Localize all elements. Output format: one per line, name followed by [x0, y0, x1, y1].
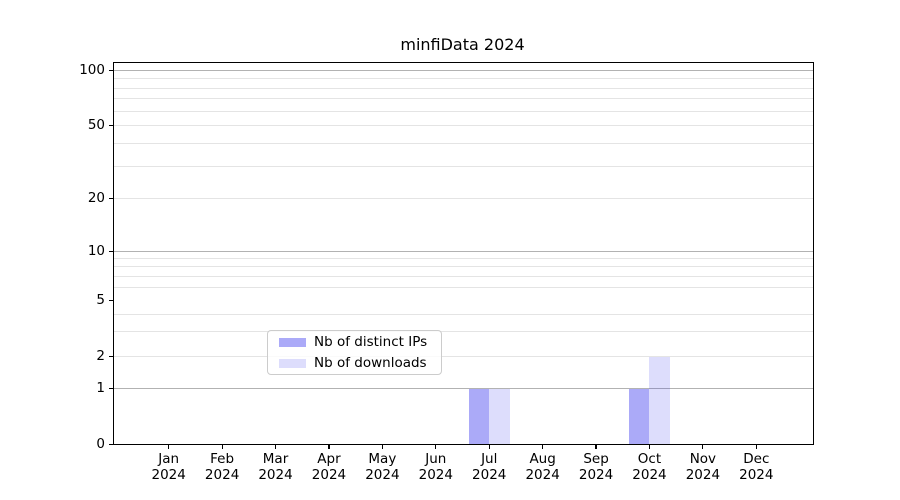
gridline-minor — [114, 258, 813, 260]
legend-swatch-downloads — [279, 358, 306, 368]
gridline-major — [114, 388, 813, 389]
x-axis-tick-mark — [488, 445, 490, 450]
x-axis-tick-label-month: Dec — [743, 451, 770, 467]
x-axis-tick-label-month: Nov — [689, 451, 717, 467]
gridline-minor — [114, 313, 813, 315]
gridline-minor — [114, 286, 813, 288]
x-axis-tick-label-year: 2024 — [258, 466, 293, 483]
legend: Nb of distinct IPs Nb of downloads — [267, 330, 442, 375]
x-axis-tick-label-year: 2024 — [418, 466, 453, 483]
x-axis-tick-mark — [755, 445, 757, 450]
gridline-minor — [114, 125, 813, 126]
x-axis-tick-label-month: Jan — [158, 451, 180, 467]
x-axis-tick-label-month: Oct — [637, 451, 662, 467]
legend-label-downloads: Nb of downloads — [314, 355, 427, 371]
gridline-major — [114, 70, 813, 71]
y-axis-tick-label: 0 — [96, 435, 105, 452]
legend-item-distinct-ips: Nb of distinct IPs — [276, 333, 433, 351]
y-axis-tick-label: 5 — [96, 292, 105, 309]
bar-distinct-ips — [468, 388, 490, 444]
plot-area — [113, 62, 814, 445]
x-axis-tick-label-month: Jun — [425, 451, 447, 467]
y-axis-tick-mark — [108, 125, 113, 127]
x-axis-tick-label: May 2024 — [352, 451, 412, 483]
x-axis-tick-label: Mar 2024 — [246, 451, 306, 483]
x-axis-tick-label-month: Mar — [262, 451, 289, 467]
x-axis-tick-label-year: 2024 — [525, 466, 560, 483]
x-axis-tick-label-year: 2024 — [311, 466, 347, 483]
x-axis-tick-label: Aug 2024 — [513, 451, 573, 483]
legend-label-distinct-ips: Nb of distinct IPs — [314, 334, 428, 350]
x-axis-tick-mark — [328, 445, 330, 450]
x-axis-tick-label-year: 2024 — [151, 466, 186, 483]
y-axis-tick-label: 10 — [87, 242, 105, 259]
x-axis-tick-mark — [435, 445, 437, 450]
x-axis-tick-label-month: Sep — [583, 451, 609, 467]
bar-downloads — [649, 356, 670, 444]
y-axis-tick-mark — [108, 198, 113, 200]
y-axis-tick-label: 2 — [96, 348, 105, 365]
x-axis-tick-mark — [381, 445, 383, 450]
x-axis-tick-mark — [221, 445, 223, 450]
x-axis-tick-mark — [595, 445, 597, 450]
x-axis-tick-mark — [168, 445, 170, 450]
x-axis-tick-mark — [274, 445, 277, 450]
x-axis-tick-label-month: Jul — [481, 451, 498, 467]
gridline-minor — [114, 275, 813, 277]
x-axis-tick-label: Oct 2024 — [619, 451, 679, 483]
x-axis-tick-label: Jan 2024 — [139, 451, 199, 483]
y-axis-tick-label: 1 — [96, 380, 105, 397]
chart-title: minfiData 2024 — [400, 35, 525, 54]
x-axis-tick-label-month: Aug — [529, 451, 556, 467]
x-axis-tick-label-year: 2024 — [632, 466, 667, 483]
y-axis-tick-label: 20 — [87, 190, 105, 207]
gridline-minor — [114, 165, 813, 167]
y-axis-tick-mark — [108, 443, 113, 445]
y-axis-tick-label: 50 — [87, 117, 105, 134]
bar-distinct-ips — [628, 388, 650, 444]
x-axis-tick-label-month: May — [368, 451, 397, 467]
x-axis-tick-label: Feb 2024 — [192, 451, 252, 483]
x-axis-tick-label: Apr 2024 — [299, 451, 359, 483]
gridline-minor — [114, 356, 813, 357]
x-axis-tick-label-month: Apr — [317, 451, 341, 467]
legend-item-downloads: Nb of downloads — [276, 354, 433, 372]
gridline-major — [114, 250, 813, 252]
y-axis-tick-mark — [108, 388, 113, 390]
x-axis-tick-mark — [702, 445, 704, 450]
y-axis-tick-mark — [108, 300, 113, 302]
x-axis-tick-label-year: 2024 — [204, 466, 240, 483]
gridline-minor — [114, 98, 813, 100]
x-axis-tick-label-month: Feb — [210, 451, 235, 467]
x-axis-tick-label: Jun 2024 — [406, 451, 466, 483]
gridline-minor — [114, 198, 813, 199]
x-axis-tick-label-year: 2024 — [472, 466, 507, 483]
y-axis-tick-label: 100 — [79, 62, 105, 79]
x-axis-tick-label-year: 2024 — [685, 466, 721, 483]
x-axis-tick-mark — [542, 445, 544, 450]
x-axis-tick-label: Dec 2024 — [726, 451, 786, 483]
y-axis-tick-mark — [108, 356, 113, 358]
x-axis-tick-mark — [648, 445, 651, 450]
legend-swatch-distinct-ips — [279, 337, 306, 347]
gridline-minor — [114, 331, 813, 333]
y-axis-tick-mark — [108, 70, 113, 72]
x-axis-tick-label: Sep 2024 — [566, 451, 626, 483]
x-axis-tick-label: Jul 2024 — [459, 451, 519, 483]
gridline-minor — [114, 142, 813, 144]
gridline-minor — [114, 110, 813, 112]
gridline-minor — [114, 87, 813, 89]
y-axis-tick-mark — [108, 250, 113, 252]
x-axis-tick-label-year: 2024 — [739, 466, 774, 483]
bar-downloads — [489, 388, 510, 444]
x-axis-tick-label: Nov 2024 — [673, 451, 733, 483]
gridline-minor — [114, 266, 813, 268]
x-axis-tick-label-year: 2024 — [578, 466, 614, 483]
gridline-minor — [114, 78, 813, 80]
x-axis-tick-label-year: 2024 — [365, 466, 400, 483]
